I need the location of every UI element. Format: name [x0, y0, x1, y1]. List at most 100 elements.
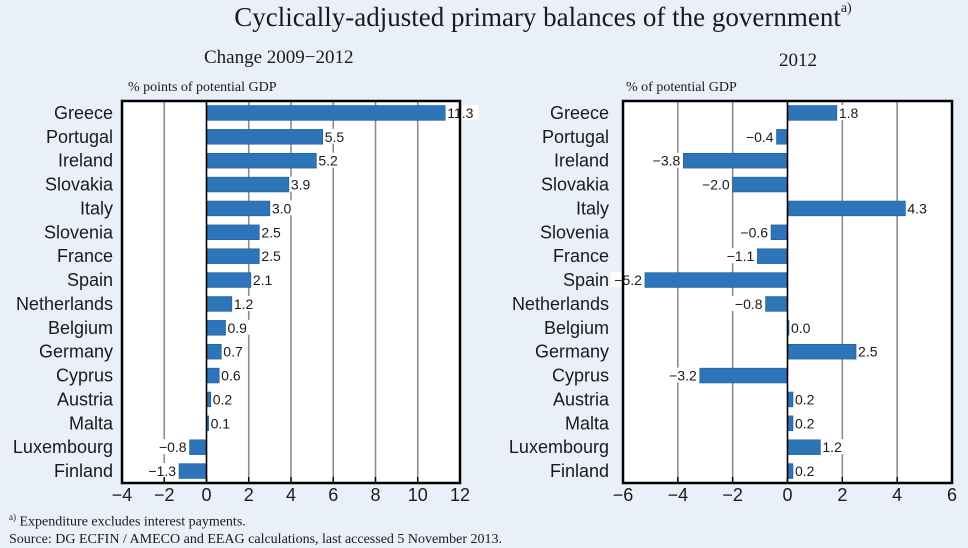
title-footnote-marker: a): [840, 1, 852, 16]
right-value-label-bg: [722, 248, 756, 264]
right-value-label-bg: [665, 367, 698, 383]
right-value-label: −3.2: [669, 368, 697, 384]
right-unit-label: % of potential GDP: [626, 80, 737, 95]
left-tick-label: 10: [408, 485, 428, 505]
left-category-label: Greece: [54, 103, 113, 123]
left-value-label-bg: [144, 463, 178, 479]
right-value-label: 0.2: [795, 391, 815, 407]
right-tick-label: −4: [668, 485, 689, 505]
left-value-label: −1.3: [148, 463, 176, 479]
right-value-label: 0.0: [791, 320, 811, 336]
right-value-label-bg: [793, 391, 819, 407]
right-value-label: −0.4: [746, 129, 774, 145]
left-bar: [206, 296, 233, 312]
left-bar: [206, 129, 323, 145]
right-value-label-bg: [837, 104, 863, 120]
left-value-label-bg: [209, 415, 235, 431]
left-bar: [206, 152, 317, 169]
left-value-label: 3.9: [291, 177, 311, 193]
right-value-label: 0.2: [795, 463, 815, 479]
right-category-label: France: [553, 246, 609, 266]
left-value-label-bg: [226, 319, 252, 335]
left-tick-label: 6: [328, 485, 338, 505]
left-tick-label: 0: [201, 485, 211, 505]
left-bar: [206, 224, 260, 241]
left-bar: [206, 272, 252, 288]
right-category-label: Cyprus: [552, 366, 609, 386]
right-value-label-bg: [790, 319, 815, 335]
footnote-text: Expenditure excludes interest payments.: [19, 514, 246, 530]
left-value-label-bg: [222, 343, 248, 359]
right-category-label: Finland: [550, 461, 609, 481]
left-value-label-bg: [270, 200, 296, 216]
left-category-label: Slovenia: [44, 222, 114, 242]
right-tick-label: −6: [613, 485, 634, 505]
right-bar: [787, 200, 906, 217]
right-value-label: −0.8: [735, 296, 763, 312]
left-value-label: 5.2: [318, 153, 338, 169]
right-value-label-bg: [610, 272, 643, 288]
right-bar: [787, 415, 794, 432]
left-bar: [206, 105, 446, 121]
left-category-label: Spain: [67, 270, 113, 290]
left-category-label: Austria: [57, 389, 114, 409]
left-value-label-bg: [446, 104, 479, 120]
left-category-label: Slovakia: [45, 175, 114, 195]
right-category-label: Ireland: [554, 151, 609, 171]
right-tick-label: 6: [947, 485, 957, 505]
footnote-marker: a): [9, 512, 16, 522]
left-value-label-bg: [232, 295, 258, 311]
right-category-label: Belgium: [544, 318, 609, 338]
left-category-label: Portugal: [46, 127, 113, 147]
right-bar: [699, 367, 788, 384]
left-panel-title: Change 2009−2012: [204, 47, 354, 68]
right-value-label-bg: [742, 128, 775, 144]
right-panel-title: 2012: [779, 50, 817, 71]
left-bar: [206, 248, 260, 264]
left-category-label: Malta: [69, 413, 114, 433]
right-bar: [644, 272, 788, 288]
left-value-label-bg: [155, 439, 188, 455]
left-value-label-bg: [289, 176, 315, 192]
left-value-label-bg: [260, 224, 286, 240]
right-bar: [770, 224, 788, 241]
right-tick-label: −2: [722, 485, 743, 505]
right-category-label: Spain: [563, 270, 609, 290]
left-value-label: 0.6: [221, 368, 241, 384]
left-value-label: 1.2: [234, 296, 254, 312]
left-category-label: Cyprus: [56, 366, 113, 386]
right-bar: [787, 439, 821, 455]
right-bar: [787, 463, 794, 479]
right-value-label-bg: [698, 176, 731, 192]
left-bar: [189, 439, 207, 455]
right-value-label-bg: [857, 343, 882, 359]
left-value-label: −0.8: [159, 439, 187, 455]
left-category-label: Luxembourg: [13, 437, 113, 457]
right-value-label: −1.1: [727, 248, 755, 264]
left-tick-label: 8: [370, 485, 380, 505]
left-value-label: 0.7: [223, 344, 243, 360]
right-bar: [787, 391, 794, 408]
footnote-line: a) Expenditure excludes interest payment…: [9, 509, 502, 531]
right-tick-label: 4: [892, 485, 902, 505]
right-value-label-bg: [821, 439, 847, 455]
left-value-label: 2.1: [253, 272, 273, 288]
left-value-label: 5.5: [325, 129, 345, 145]
right-value-label-bg: [793, 415, 819, 431]
left-bar: [206, 320, 226, 336]
right-value-label: −3.8: [653, 153, 681, 169]
right-bar: [787, 105, 838, 121]
right-bar: [787, 343, 857, 360]
right-value-label-bg: [648, 152, 682, 168]
right-bar: [683, 152, 788, 169]
left-value-label-bg: [220, 367, 245, 383]
right-category-label: Germany: [535, 342, 609, 362]
right-value-label: 0.2: [795, 415, 815, 431]
left-tick-label: −4: [112, 485, 133, 505]
right-bar: [757, 248, 788, 264]
left-category-label: Finland: [54, 461, 113, 481]
left-value-label-bg: [317, 152, 343, 168]
chart-title: Cyclically-adjusted primary balances of …: [0, 1, 968, 33]
left-category-label: Netherlands: [16, 294, 113, 314]
